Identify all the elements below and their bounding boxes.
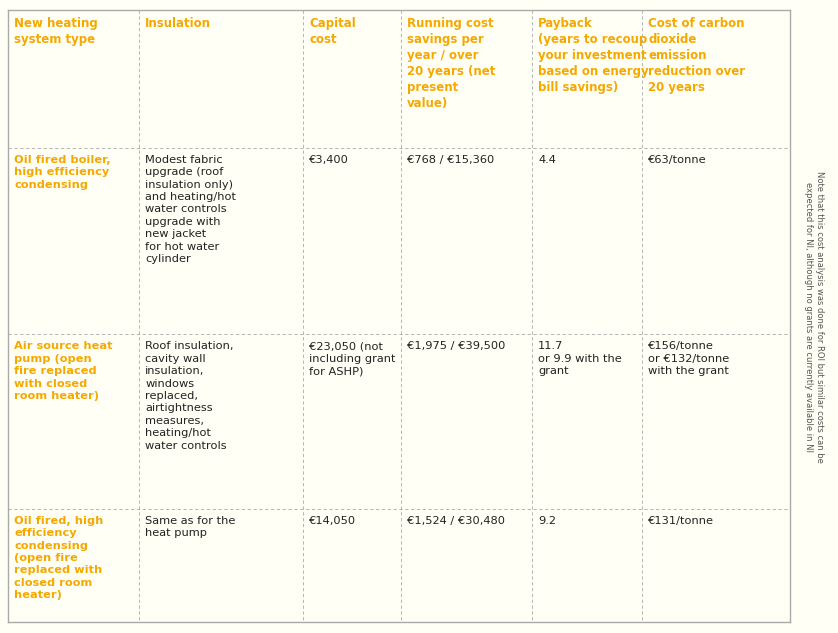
Text: Cost of carbon
dioxide
emission
reduction over
20 years: Cost of carbon dioxide emission reductio… bbox=[649, 17, 746, 94]
Text: 11.7
or 9.9 with the
grant: 11.7 or 9.9 with the grant bbox=[538, 341, 622, 376]
Text: New heating
system type: New heating system type bbox=[14, 17, 98, 46]
Text: €14,050: €14,050 bbox=[309, 516, 356, 526]
Text: €1,524 / €30,480: €1,524 / €30,480 bbox=[407, 516, 505, 526]
Text: Running cost
savings per
year / over
20 years (net
present
value): Running cost savings per year / over 20 … bbox=[407, 17, 495, 110]
Text: Note that this cost analysis was done for ROI but similar costs can be
expected : Note that this cost analysis was done fo… bbox=[804, 170, 825, 463]
Text: Same as for the
heat pump: Same as for the heat pump bbox=[145, 516, 235, 538]
Text: €23,050 (not
including grant
for ASHP): €23,050 (not including grant for ASHP) bbox=[309, 341, 396, 376]
Text: Modest fabric
upgrade (roof
insulation only)
and heating/hot
water controls
upgr: Modest fabric upgrade (roof insulation o… bbox=[145, 154, 236, 264]
Text: €63/tonne: €63/tonne bbox=[649, 154, 707, 165]
Text: Insulation: Insulation bbox=[145, 17, 211, 30]
Text: €131/tonne: €131/tonne bbox=[649, 516, 714, 526]
Text: Payback
(years to recoup
your investment
based on energy
bill savings): Payback (years to recoup your investment… bbox=[538, 17, 649, 94]
Text: €3,400: €3,400 bbox=[309, 154, 349, 165]
Text: Roof insulation,
cavity wall
insulation,
windows
replaced,
airtightness
measures: Roof insulation, cavity wall insulation,… bbox=[145, 341, 234, 451]
Text: Oil fired boiler,
high efficiency
condensing: Oil fired boiler, high efficiency conden… bbox=[14, 154, 111, 189]
Text: 4.4: 4.4 bbox=[538, 154, 556, 165]
Text: €156/tonne
or €132/tonne
with the grant: €156/tonne or €132/tonne with the grant bbox=[649, 341, 730, 376]
Text: Oil fired, high
efficiency
condensing
(open fire
replaced with
closed room
heate: Oil fired, high efficiency condensing (o… bbox=[14, 516, 103, 600]
Text: €1,975 / €39,500: €1,975 / €39,500 bbox=[407, 341, 505, 351]
Text: €768 / €15,360: €768 / €15,360 bbox=[407, 154, 494, 165]
Text: 9.2: 9.2 bbox=[538, 516, 556, 526]
Text: Air source heat
pump (open
fire replaced
with closed
room heater): Air source heat pump (open fire replaced… bbox=[14, 341, 112, 401]
Text: Capital
cost: Capital cost bbox=[309, 17, 356, 46]
